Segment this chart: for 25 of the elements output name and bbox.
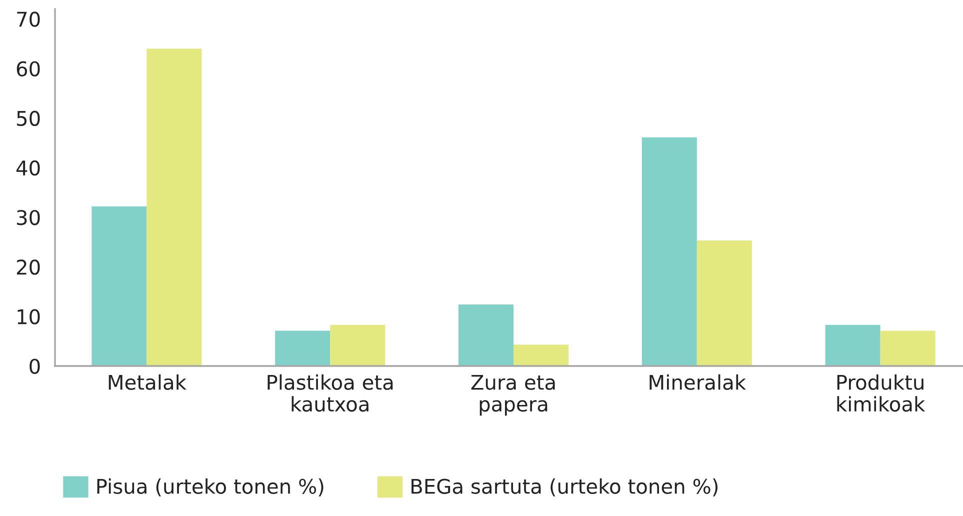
x-tick-label: Plastikoa eta kautxoa	[268, 374, 393, 412]
y-tick-label: 20	[16, 260, 40, 275]
legend-label: Pisua (urteko tonen %)	[97, 478, 324, 496]
x-tick-label: Metalak	[108, 374, 186, 390]
y-tick-label: 60	[16, 61, 40, 76]
y-tick-label: 0	[30, 358, 40, 374]
bar	[825, 324, 880, 366]
y-tick-label: 50	[17, 110, 40, 126]
bar	[458, 304, 514, 366]
bar	[146, 48, 202, 366]
bar	[92, 206, 147, 366]
x-tick-label: Produktu kimikoak	[837, 374, 926, 412]
x-tick-label: Mineralak	[650, 374, 746, 390]
legend-label: BEGa sartuta (urteko tonen %)	[412, 478, 718, 496]
y-tick-label: 30	[17, 210, 40, 226]
bar	[880, 330, 936, 366]
x-tick-label: Zura eta papera	[471, 374, 555, 416]
y-tick-label: 40	[16, 160, 40, 176]
bar	[642, 137, 697, 366]
bar	[330, 324, 386, 366]
bar	[514, 344, 569, 366]
bar	[275, 330, 330, 366]
y-tick-label: 70	[17, 12, 40, 27]
y-tick-label: 10	[18, 309, 40, 324]
bar	[696, 240, 752, 366]
